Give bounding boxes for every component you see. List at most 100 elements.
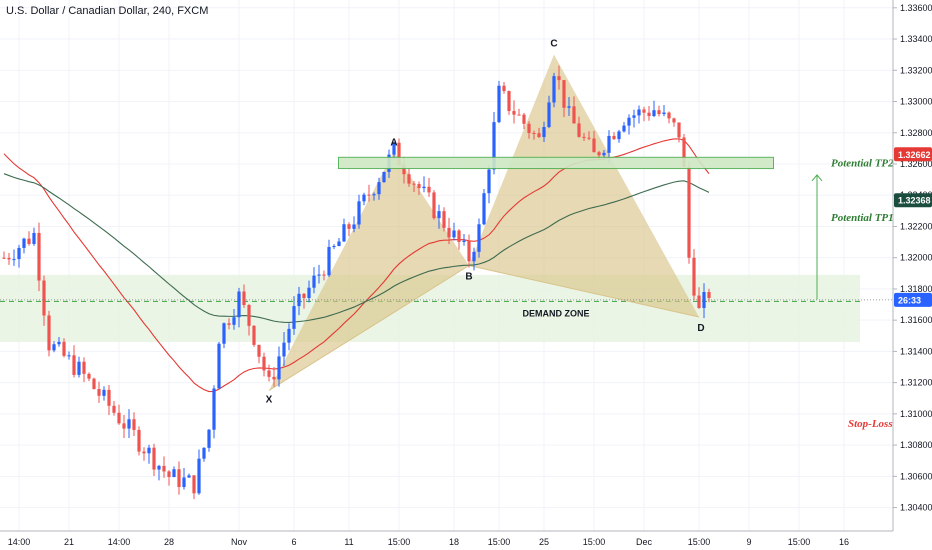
candle-body [97, 389, 101, 396]
candle-body [82, 361, 86, 374]
candle-body [187, 475, 191, 478]
candle-body [347, 224, 351, 229]
candle-body [667, 112, 671, 119]
candle-body [682, 137, 686, 167]
stop-loss-label: Stop-Loss [848, 418, 893, 430]
candle-body [517, 114, 521, 116]
candle-body [557, 76, 561, 81]
candle-body [432, 192, 436, 219]
candle-body [32, 232, 36, 244]
candle-body [287, 328, 291, 343]
candle-body [157, 465, 161, 470]
candle-body [527, 123, 531, 134]
candle-body [222, 323, 226, 344]
candle-body [437, 211, 441, 219]
candle-body [117, 412, 121, 424]
candle-body [447, 227, 451, 238]
candle-body [237, 291, 241, 318]
price-tag [894, 147, 932, 162]
candle-body [192, 475, 196, 494]
price-tick-label: 1.31400 [900, 346, 932, 356]
harmonic-pattern [268, 54, 700, 391]
candle-body [562, 80, 566, 108]
candle-body [402, 164, 406, 175]
time-tick-label: 16 [839, 537, 849, 547]
candle-body [162, 465, 166, 472]
candle-body [42, 280, 46, 316]
candle-body [662, 112, 666, 115]
time-tick-label: 15:00 [688, 537, 711, 547]
candle-body [502, 85, 506, 92]
candle-body [197, 458, 201, 494]
candle-body [72, 355, 76, 375]
time-tick-label: 21 [64, 537, 74, 547]
candle-body [57, 341, 61, 345]
time-tick-label: Dec [636, 537, 653, 547]
candle-body [407, 174, 411, 184]
time-tick-label: 14:00 [108, 537, 131, 547]
tp2-label: Potential TP2 [831, 157, 894, 169]
candle-body [292, 306, 296, 329]
candle-body [297, 293, 301, 307]
price-tag-label: 26:33 [898, 295, 921, 305]
candle-body [302, 293, 306, 299]
candle-body [132, 419, 136, 430]
candle-body [177, 469, 181, 488]
chart-title: U.S. Dollar / Canadian Dollar, 240, FXCM [6, 5, 209, 17]
candle-body [142, 451, 146, 454]
candle-body [62, 341, 66, 356]
candle-body [572, 106, 576, 124]
price-tick-label: 1.33000 [900, 97, 932, 107]
candle-body [692, 257, 696, 296]
candle-body [602, 152, 606, 156]
demand-zone-label: DEMAND ZONE [523, 308, 590, 318]
tp2-box [338, 156, 774, 170]
candle-body [397, 142, 401, 165]
candle-body [657, 110, 661, 115]
candle-body [242, 291, 246, 306]
time-tick-label: 15:00 [788, 537, 811, 547]
candle-body [102, 389, 106, 396]
candle-body [112, 405, 116, 413]
candle-body [452, 230, 456, 238]
ema-slow-line [3, 173, 710, 324]
candle-body [487, 169, 491, 194]
price-tick-label: 1.31600 [900, 315, 932, 325]
candle-body [592, 138, 596, 153]
candle-body [282, 342, 286, 357]
candle-body [122, 423, 126, 429]
pattern-bcd [469, 54, 699, 318]
candle-body [467, 240, 471, 262]
candle-body [637, 109, 641, 116]
candle-body [167, 471, 171, 478]
candle-body [687, 166, 691, 258]
candle-body [22, 238, 26, 248]
candle-body [482, 193, 486, 225]
pattern-xb [268, 265, 470, 391]
candle-body [262, 356, 266, 371]
price-tick-label: 1.30800 [900, 440, 932, 450]
candle-body [567, 106, 571, 108]
candle-body [317, 274, 321, 276]
pattern-xab [269, 151, 469, 391]
pattern-bd [468, 265, 700, 318]
candle-body [497, 85, 501, 123]
candle-body [247, 305, 251, 326]
candle-body [542, 127, 546, 138]
candle-body [617, 131, 621, 140]
time-tick-label: 15:00 [488, 537, 511, 547]
price-tag [894, 193, 932, 208]
candle-body [307, 287, 311, 299]
candle-body [597, 152, 601, 156]
candle-body [537, 133, 541, 138]
candle-body [127, 419, 131, 429]
time-tick-label: 25 [539, 537, 549, 547]
candle-body [2, 257, 6, 259]
time-tick-label: Nov [231, 537, 248, 547]
candle-body [87, 373, 91, 379]
candle-body [492, 122, 496, 170]
candle-body [512, 111, 516, 115]
candle-body [672, 118, 676, 123]
candle-body [207, 429, 211, 448]
